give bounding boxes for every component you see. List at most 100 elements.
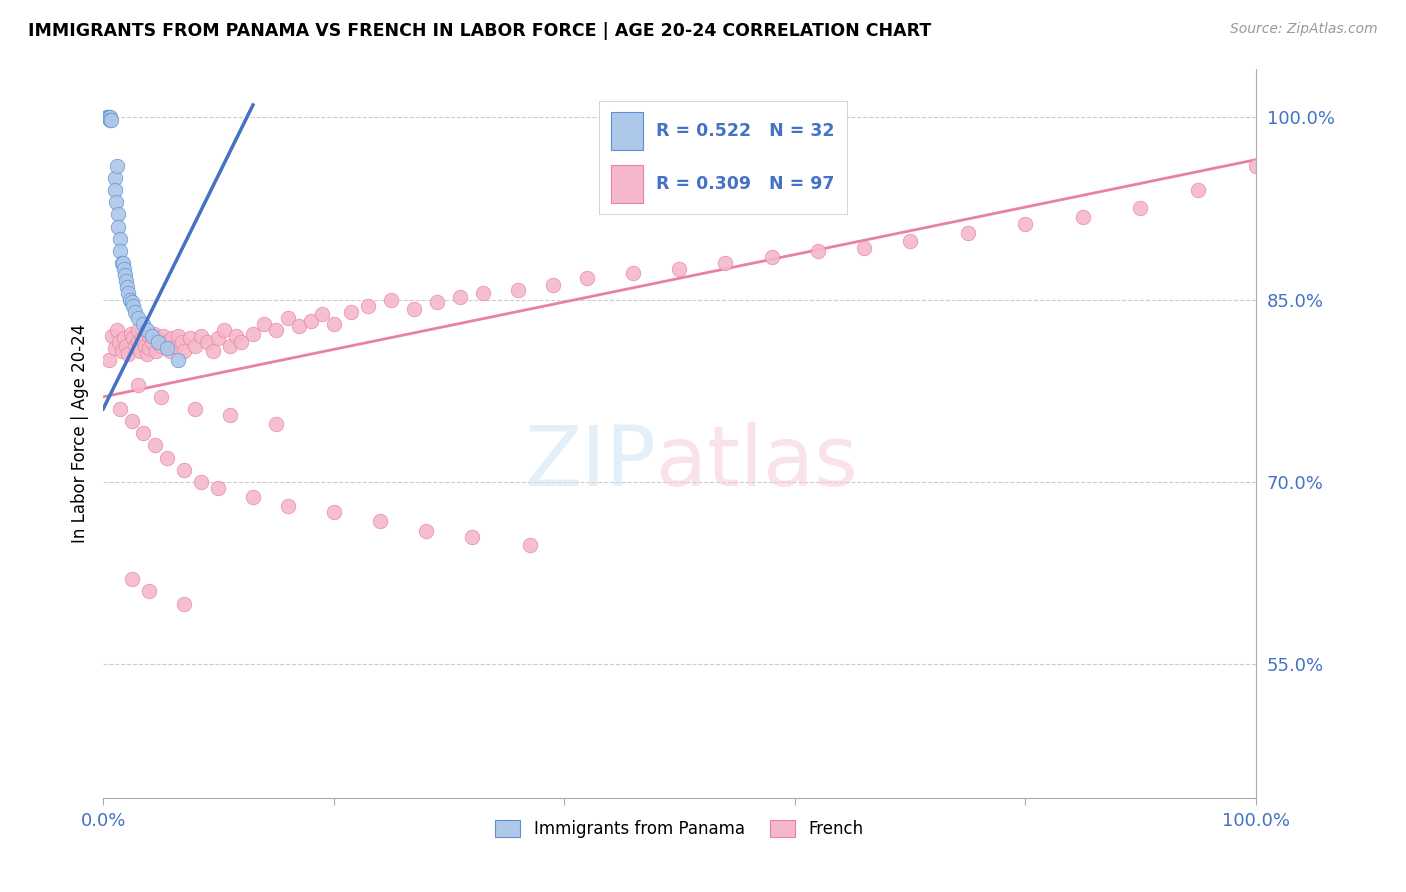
Point: [1129, 202, 1152, 216]
Point: [127, 335, 149, 350]
Point: [120, 326, 142, 341]
Point: [141, 329, 163, 343]
Point: [541, 277, 564, 292]
Point: [1187, 183, 1209, 197]
Point: [404, 302, 426, 317]
Point: [97, 353, 120, 368]
Point: [121, 414, 143, 428]
Point: [184, 402, 207, 417]
Point: [299, 314, 322, 328]
Point: [117, 347, 139, 361]
Point: [155, 341, 177, 355]
Point: [148, 331, 170, 345]
Point: [190, 475, 212, 489]
Point: [167, 329, 190, 343]
Point: [107, 219, 129, 234]
Point: [242, 326, 264, 341]
Point: [1014, 217, 1036, 231]
Legend: Immigrants from Panama, French: Immigrants from Panama, French: [489, 813, 870, 845]
Point: [449, 290, 471, 304]
Point: [138, 341, 160, 355]
Point: [277, 500, 299, 514]
Point: [898, 234, 921, 248]
Point: [167, 353, 190, 368]
Point: [105, 159, 128, 173]
Point: [138, 329, 160, 343]
Point: [165, 339, 187, 353]
Point: [207, 331, 229, 345]
Point: [149, 339, 172, 353]
Point: [956, 226, 979, 240]
Point: [190, 329, 212, 343]
Point: [104, 341, 127, 355]
Point: [472, 286, 495, 301]
Point: [141, 335, 163, 350]
Point: [104, 195, 127, 210]
Point: [368, 514, 391, 528]
Point: [212, 323, 235, 337]
Text: atlas: atlas: [657, 422, 858, 503]
Point: [117, 280, 139, 294]
Point: [225, 329, 247, 343]
Point: [1071, 210, 1094, 224]
Point: [135, 323, 157, 337]
Point: [714, 256, 737, 270]
Point: [134, 339, 156, 353]
Point: [461, 530, 484, 544]
Point: [96, 110, 118, 124]
Point: [110, 256, 132, 270]
Point: [201, 343, 224, 358]
Point: [231, 335, 253, 350]
Point: [122, 299, 145, 313]
Point: [97, 110, 120, 124]
Point: [149, 390, 172, 404]
Point: [132, 426, 155, 441]
Point: [124, 339, 146, 353]
Point: [143, 438, 166, 452]
Point: [184, 339, 207, 353]
Point: [173, 463, 195, 477]
Point: [1244, 159, 1267, 173]
Point: [148, 335, 170, 350]
Point: [152, 329, 174, 343]
Point: [101, 329, 124, 343]
Point: [264, 417, 287, 431]
Point: [138, 584, 160, 599]
Point: [288, 319, 311, 334]
Point: [277, 310, 299, 325]
Point: [114, 268, 136, 283]
Point: [155, 450, 177, 465]
Point: [104, 183, 127, 197]
Point: [115, 339, 138, 353]
Point: [107, 207, 129, 221]
Text: Source: ZipAtlas.com: Source: ZipAtlas.com: [1230, 22, 1378, 37]
Point: [135, 347, 157, 361]
Point: [124, 304, 146, 318]
Point: [127, 377, 149, 392]
Point: [111, 256, 134, 270]
Point: [104, 171, 127, 186]
Point: [173, 597, 195, 611]
Point: [105, 323, 128, 337]
Point: [506, 283, 529, 297]
Point: [195, 335, 218, 350]
Point: [98, 110, 121, 124]
Point: [110, 343, 132, 358]
Point: [162, 331, 184, 345]
Point: [112, 262, 135, 277]
Point: [115, 274, 138, 288]
Text: IMMIGRANTS FROM PANAMA VS FRENCH IN LABOR FORCE | AGE 20-24 CORRELATION CHART: IMMIGRANTS FROM PANAMA VS FRENCH IN LABO…: [28, 22, 931, 40]
Point: [253, 317, 276, 331]
Point: [127, 310, 149, 325]
Point: [118, 293, 141, 307]
Point: [112, 331, 135, 345]
Point: [110, 232, 132, 246]
Point: [311, 307, 333, 321]
Point: [807, 244, 830, 258]
Point: [179, 331, 201, 345]
Point: [264, 323, 287, 337]
Point: [131, 331, 153, 345]
Point: [668, 262, 690, 277]
Point: [145, 343, 167, 358]
Point: [117, 286, 139, 301]
